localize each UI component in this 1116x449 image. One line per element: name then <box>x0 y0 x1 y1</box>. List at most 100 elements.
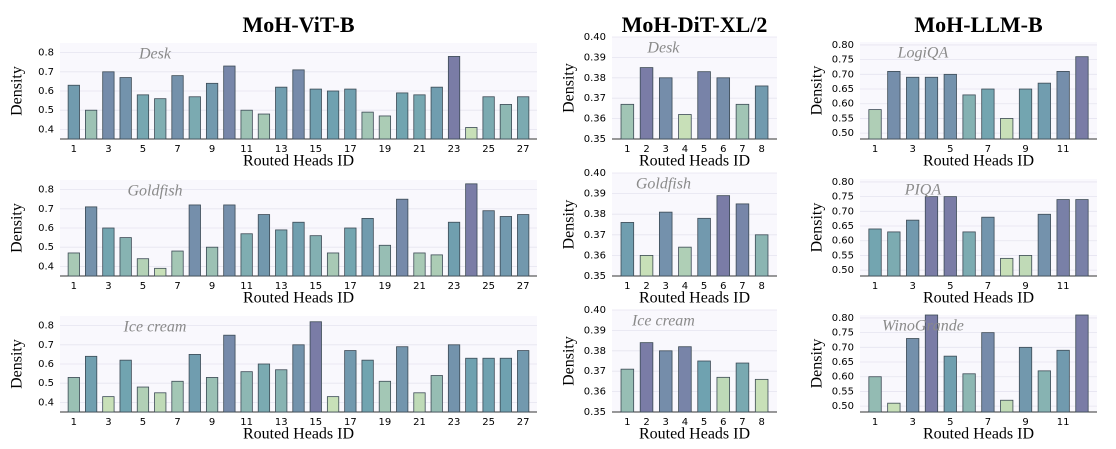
bar <box>430 254 443 277</box>
bar <box>136 258 150 277</box>
bar <box>924 196 939 277</box>
x-tick-label: 15 <box>309 417 322 428</box>
bar <box>868 109 882 140</box>
x-tick-label: 1 <box>71 417 77 428</box>
x-tick-label: 2 <box>643 417 649 428</box>
y-axis-label: Density <box>9 66 26 116</box>
x-tick-label: 5 <box>701 144 707 155</box>
x-tick-label: 3 <box>105 144 111 155</box>
bar <box>361 111 374 140</box>
y-tick-label: 0.5 <box>38 242 54 253</box>
bar <box>697 360 711 413</box>
bar <box>378 244 392 277</box>
bar <box>962 231 976 277</box>
bar <box>430 86 443 140</box>
x-tick-label: 21 <box>413 281 426 292</box>
x-tick-label: 2 <box>643 144 649 155</box>
y-tick-label: 0.36 <box>584 387 606 398</box>
bar <box>943 355 957 413</box>
y-tick-label: 0.70 <box>832 69 854 80</box>
bar <box>326 90 340 140</box>
plot-area <box>612 37 777 139</box>
y-tick-label: 0.7 <box>38 340 54 351</box>
bar <box>430 375 443 413</box>
x-tick-label: 17 <box>344 281 357 292</box>
bar <box>223 204 236 277</box>
bar <box>639 254 654 277</box>
x-tick-label: 7 <box>174 281 180 292</box>
bar <box>361 359 374 413</box>
y-tick-label: 0.7 <box>38 204 54 215</box>
x-tick-label: 9 <box>1022 281 1028 292</box>
bar <box>396 346 409 413</box>
bar <box>154 98 167 140</box>
bar <box>292 344 305 413</box>
bar <box>188 96 201 140</box>
y-tick-label: 0.50 <box>832 265 854 276</box>
y-tick-label: 0.5 <box>38 378 54 389</box>
bar <box>906 219 920 277</box>
x-tick-label: 4 <box>682 144 688 155</box>
x-tick-label: 23 <box>448 281 461 292</box>
bar <box>413 252 426 277</box>
x-axis-label: Routed Heads ID <box>923 290 1034 307</box>
bar <box>981 88 995 140</box>
x-tick-label: 7 <box>985 281 991 292</box>
bar <box>887 231 901 277</box>
x-tick-label: 13 <box>275 281 288 292</box>
x-tick-label: 25 <box>482 281 495 292</box>
x-tick-label: 5 <box>701 281 707 292</box>
bar <box>981 216 995 277</box>
bar <box>326 396 340 413</box>
x-tick-label: 1 <box>624 144 630 155</box>
bar <box>67 252 80 277</box>
plot-area <box>612 173 777 276</box>
bar <box>754 378 769 413</box>
x-tick-label: 17 <box>344 417 357 428</box>
bar <box>240 109 253 140</box>
x-tick-label: 8 <box>758 417 764 428</box>
bar <box>924 314 939 413</box>
bar <box>1037 370 1051 413</box>
bar <box>119 237 132 277</box>
x-tick-label: 1 <box>872 417 878 428</box>
bar <box>67 377 80 413</box>
bar <box>292 221 305 277</box>
x-tick-label: 1 <box>872 281 878 292</box>
y-tick-label: 0.50 <box>832 401 854 412</box>
y-axis-label: Density <box>561 63 578 113</box>
bar <box>906 76 920 140</box>
bar <box>413 94 426 140</box>
x-tick-label: 25 <box>482 417 495 428</box>
y-tick-label: 0.37 <box>584 93 606 104</box>
x-tick-label: 8 <box>758 281 764 292</box>
bar <box>344 227 357 277</box>
bar <box>1075 314 1089 413</box>
y-tick-label: 0.4 <box>38 124 54 135</box>
y-tick-label: 0.75 <box>832 55 854 66</box>
y-axis-label: Density <box>809 203 826 253</box>
bar <box>102 396 115 413</box>
bar <box>754 234 769 277</box>
y-tick-label: 0.80 <box>832 177 854 188</box>
column-title: MoH-LLM-B <box>914 12 1043 37</box>
bar <box>678 246 692 277</box>
y-axis-label: Density <box>9 339 26 389</box>
x-tick-label: 3 <box>105 281 111 292</box>
y-tick-label: 0.60 <box>832 99 854 110</box>
annotation: Goldfish <box>636 176 691 193</box>
y-tick-label: 0.36 <box>584 114 606 125</box>
y-tick-label: 0.70 <box>832 342 854 353</box>
annotation: Ice cream <box>123 319 187 336</box>
y-tick-label: 0.40 <box>584 168 606 179</box>
bar <box>309 88 322 140</box>
x-tick-label: 1 <box>624 417 630 428</box>
bar <box>735 203 750 277</box>
bar <box>868 376 882 413</box>
y-tick-label: 0.8 <box>38 185 54 196</box>
y-tick-label: 0.40 <box>584 32 606 43</box>
bar <box>102 71 115 140</box>
x-tick-label: 8 <box>758 144 764 155</box>
bar <box>344 88 357 140</box>
bar <box>678 346 692 413</box>
